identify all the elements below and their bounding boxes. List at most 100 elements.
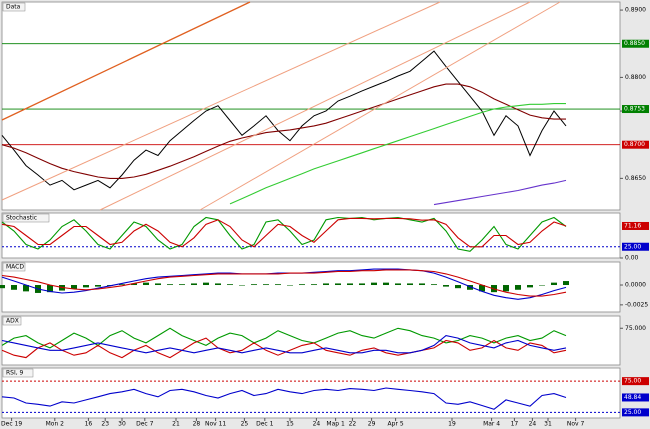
histogram-bar — [143, 282, 149, 286]
pane-title: Stochastic — [6, 215, 37, 222]
histogram-bar — [191, 283, 197, 286]
trend-line — [199, 1, 561, 211]
pane-title: ADX — [6, 318, 19, 325]
series-line — [1, 335, 567, 354]
x-tick-label: 23 — [101, 421, 109, 428]
level-label: 0.8753 — [624, 106, 645, 113]
histogram-bar — [179, 284, 185, 286]
histogram-bar — [215, 283, 221, 286]
histogram-bar — [11, 285, 17, 290]
histogram-bar — [359, 283, 365, 286]
last-value-label: 48.84 — [624, 394, 641, 401]
histogram-bar — [347, 283, 353, 286]
x-tick-label: Map 1 — [326, 421, 345, 428]
level-label: 0.8850 — [624, 40, 645, 47]
level-label-box — [622, 105, 649, 114]
x-tick-label: 19 — [448, 421, 456, 428]
y-tick-label: 0.8800 — [625, 74, 646, 81]
histogram-bar — [71, 285, 77, 289]
x-tick-label: 24 — [529, 421, 537, 428]
x-tick-label: Mon 2 — [46, 421, 65, 428]
x-tick-label: 29 — [368, 421, 376, 428]
x-tick-label: Nov 11 — [205, 421, 226, 428]
level-label: 75.00 — [624, 378, 641, 385]
histogram-bar — [419, 283, 425, 286]
level-label-box — [622, 140, 649, 149]
trend-line — [99, 1, 531, 211]
x-tick-label: 30 — [118, 421, 126, 428]
y-tick-label: 0.0000 — [625, 282, 646, 289]
level-label: 25.00 — [624, 409, 641, 416]
x-tick-label: Dec 1 — [256, 421, 274, 428]
histogram-bar — [371, 282, 377, 286]
y-tick-label: -0.0025 — [625, 301, 648, 308]
histogram-bar — [311, 284, 317, 286]
x-tick-label: Dec 19 — [1, 421, 22, 428]
series-line — [1, 327, 567, 349]
x-tick-label: 16 — [85, 421, 93, 428]
level-label-box — [622, 242, 649, 251]
histogram-bar — [119, 284, 125, 286]
series-line — [1, 217, 567, 248]
histogram-bar — [383, 282, 389, 286]
histogram-bar — [263, 284, 269, 286]
histogram-bar — [527, 285, 533, 288]
trend-line — [1, 1, 251, 121]
histogram-bar — [479, 285, 485, 292]
histogram-bar — [443, 285, 449, 287]
level-label-box — [622, 408, 649, 417]
pane-title-box — [2, 213, 50, 223]
pane — [1, 1, 621, 211]
series-line — [1, 83, 566, 179]
x-tick-label: 17 — [511, 421, 519, 428]
series-line — [1, 387, 567, 410]
series-line — [1, 269, 567, 297]
x-tick-label: 25 — [241, 421, 249, 428]
histogram-bar — [299, 284, 305, 286]
histogram-bar — [563, 281, 569, 286]
pane-title-box — [2, 368, 34, 378]
y-tick-label: 0.8650 — [625, 175, 646, 182]
pane-title: MACD — [6, 264, 24, 271]
x-tick-label: Nov 7 — [567, 421, 585, 428]
histogram-bar — [83, 285, 89, 288]
level-label: 0.8700 — [624, 141, 645, 148]
histogram-bar — [467, 285, 473, 290]
histogram-bar — [47, 285, 53, 293]
last-value-box — [622, 393, 649, 402]
histogram-bar — [155, 283, 161, 286]
histogram-bar — [515, 285, 521, 290]
histogram-bar — [95, 285, 101, 287]
histogram-bar — [395, 283, 401, 286]
x-tick-label: Apr 5 — [388, 421, 404, 428]
x-tick-label: Dec 7 — [136, 421, 154, 428]
histogram-bar — [203, 282, 209, 286]
x-tick-label: 22 — [349, 421, 357, 428]
histogram-bar — [455, 285, 461, 289]
histogram-bar — [167, 284, 173, 286]
histogram-bar — [251, 284, 257, 286]
pane-title-box — [2, 316, 22, 326]
level-label: 25.00 — [624, 243, 641, 250]
pane-title: Data — [6, 4, 21, 11]
pane — [1, 315, 621, 366]
histogram-bar — [407, 283, 413, 286]
pane — [1, 212, 621, 259]
histogram-bar — [551, 282, 557, 286]
histogram-bar — [503, 285, 509, 292]
series-line — [1, 337, 567, 359]
pane-title-box — [2, 2, 26, 12]
series-line — [229, 103, 566, 205]
pane — [1, 367, 621, 419]
pane-title-box — [2, 262, 26, 272]
trend-lines — [1, 1, 561, 211]
level-label-box — [622, 39, 649, 48]
histogram-bar — [23, 285, 29, 292]
y-tick-label: 0.8900 — [625, 7, 646, 14]
y-tick-label: 75.000 — [625, 325, 646, 332]
x-tick-label: Mar 4 — [483, 421, 500, 428]
pane-title: RSI, 9 — [6, 370, 24, 377]
x-tick-label: 31 — [544, 421, 552, 428]
